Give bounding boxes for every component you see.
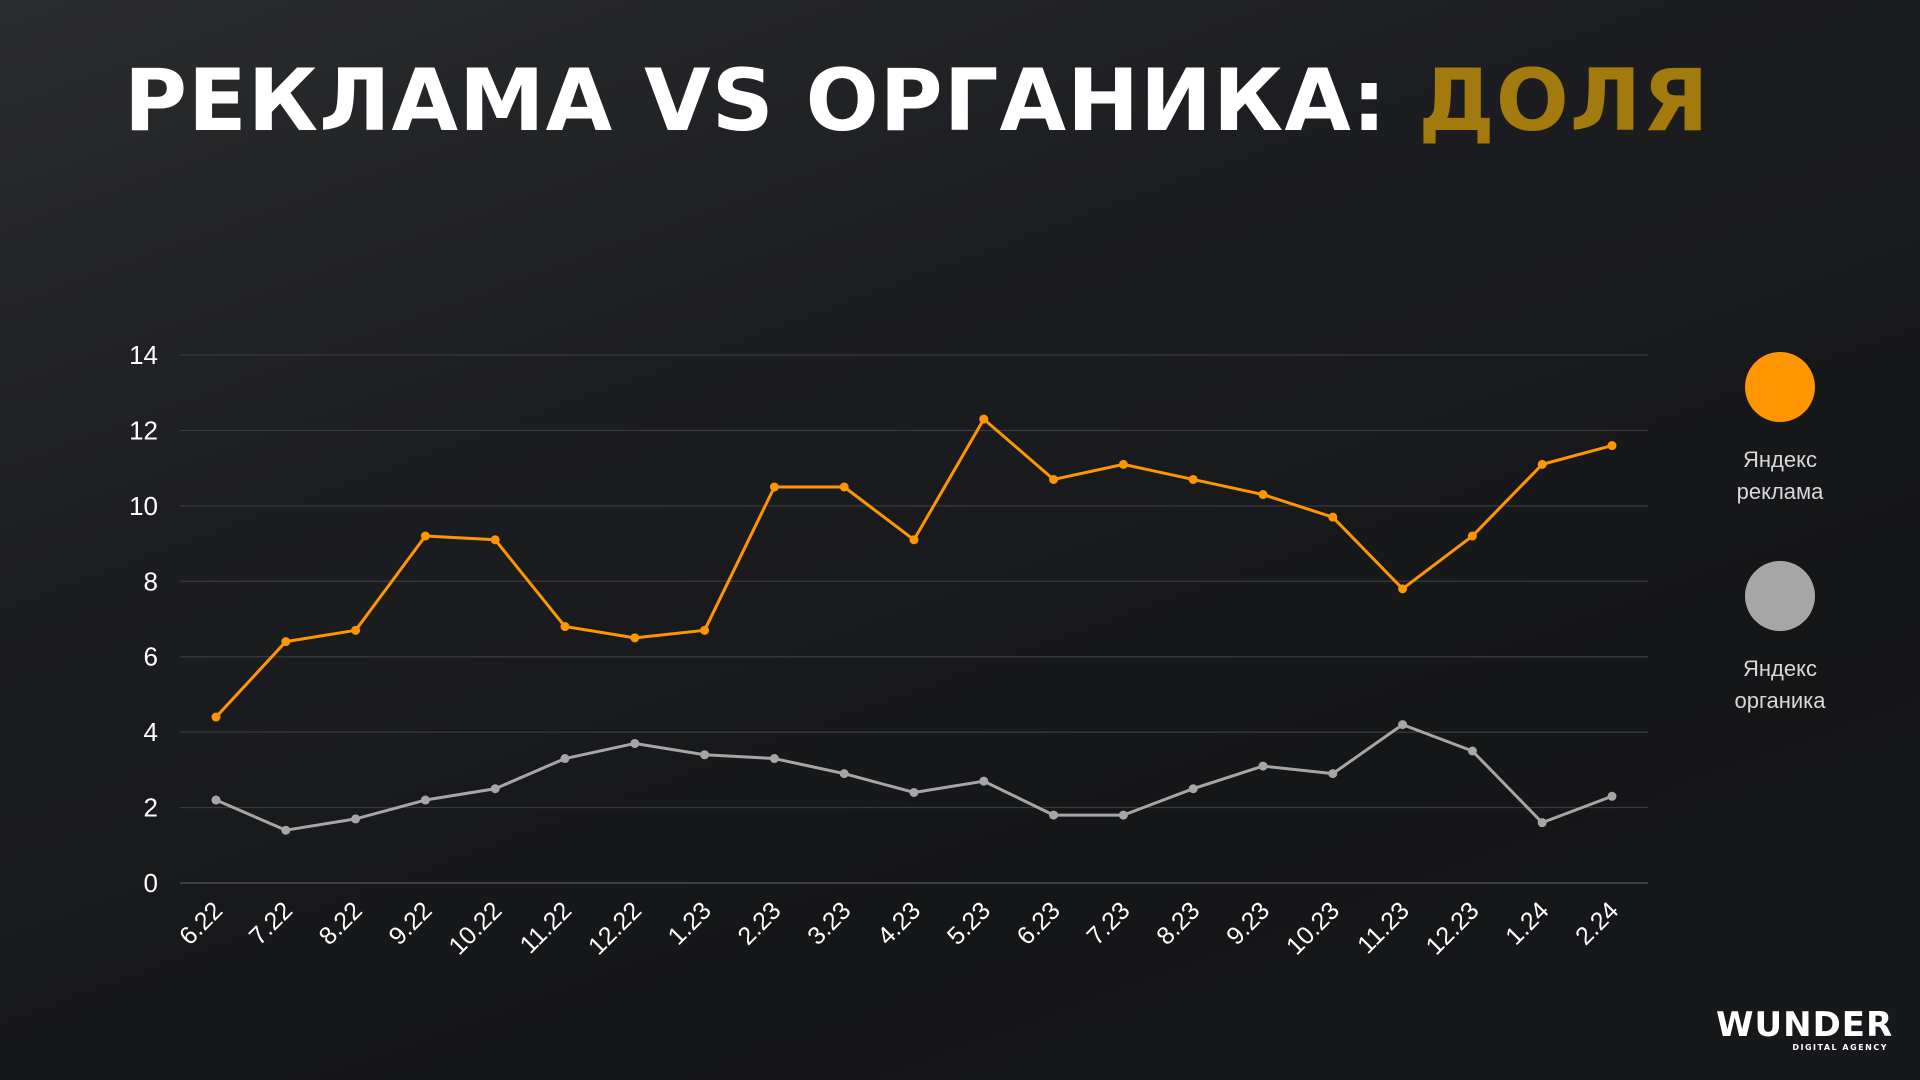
- data-point-organic: [1118, 810, 1128, 820]
- data-point-ads: [1188, 474, 1198, 484]
- x-tick-label: 7.22: [244, 896, 298, 950]
- data-point-organic: [420, 795, 430, 805]
- x-tick-label: 6.22: [174, 896, 228, 950]
- x-tick-label: 3.23: [802, 896, 856, 950]
- x-tick-label: 5.23: [942, 896, 996, 950]
- data-point-ads: [560, 622, 570, 632]
- y-tick-label: 4: [144, 717, 158, 747]
- x-tick-label: 9.22: [383, 896, 437, 950]
- x-tick-label: 10.22: [443, 896, 507, 960]
- data-point-ads: [1049, 474, 1059, 484]
- data-point-organic: [1258, 761, 1268, 771]
- data-point-ads: [1398, 584, 1408, 594]
- data-point-ads: [281, 637, 291, 647]
- legend-label-organic: Яндекс органика: [1734, 656, 1826, 713]
- series-line-ads: [214, 417, 1614, 719]
- data-point-organic: [1188, 784, 1198, 794]
- title-main: РЕКЛАМА VS ОРГАНИКА:: [124, 51, 1419, 151]
- logo-wordmark: WUNDER: [1716, 1005, 1894, 1045]
- legend-item-ads: Яндекс реклама: [1700, 352, 1860, 508]
- data-point-organic: [769, 754, 779, 764]
- data-point-organic: [1607, 791, 1617, 801]
- x-tick-label: 4.23: [872, 896, 926, 950]
- x-tick-label: 11.23: [1352, 896, 1415, 959]
- data-point-organic: [630, 738, 640, 748]
- data-point-ads: [909, 535, 919, 545]
- data-point-organic: [1537, 818, 1547, 828]
- data-point-organic: [1328, 769, 1338, 779]
- x-tick-label: 1.24: [1500, 896, 1554, 950]
- x-tick-label: 11.22: [515, 896, 578, 959]
- data-point-ads: [979, 414, 989, 424]
- data-point-organic: [839, 769, 849, 779]
- x-tick-label: 2.24: [1570, 896, 1624, 950]
- data-point-ads: [700, 625, 710, 635]
- y-tick-label: 10: [129, 491, 158, 521]
- y-tick-label: 8: [144, 566, 158, 596]
- data-point-organic: [1049, 810, 1059, 820]
- y-tick-label: 14: [129, 340, 158, 370]
- data-point-ads: [839, 482, 849, 492]
- data-point-organic: [351, 814, 361, 824]
- x-tick-label: 8.23: [1151, 896, 1205, 950]
- title-accent: ДОЛЯ: [1418, 51, 1710, 151]
- data-point-organic: [560, 754, 570, 764]
- data-point-ads: [1258, 490, 1268, 500]
- x-tick-label: 9.23: [1221, 896, 1275, 950]
- y-tick-label: 6: [144, 642, 158, 672]
- data-point-ads: [1607, 441, 1617, 451]
- y-tick-label: 12: [129, 415, 158, 445]
- x-tick-label: 10.23: [1281, 896, 1345, 960]
- x-tick-label: 2.23: [732, 896, 786, 950]
- x-tick-label: 6.23: [1012, 896, 1066, 950]
- data-point-ads: [769, 482, 779, 492]
- y-tick-label: 2: [144, 793, 158, 823]
- legend-dot-ads: [1745, 352, 1815, 422]
- x-tick-label: 12.23: [1421, 896, 1485, 960]
- data-point-ads: [490, 535, 500, 545]
- legend-label-ads: Яндекс реклама: [1736, 447, 1824, 504]
- data-point-organic: [281, 825, 291, 835]
- legend-item-organic: Яндекс органика: [1700, 561, 1860, 717]
- data-point-organic: [211, 795, 221, 805]
- data-point-organic: [700, 750, 710, 760]
- data-point-ads: [351, 625, 361, 635]
- data-point-ads: [1467, 531, 1477, 541]
- data-point-ads: [420, 531, 430, 541]
- data-point-organic: [979, 776, 989, 786]
- data-point-ads: [1537, 459, 1547, 469]
- data-point-ads: [1118, 459, 1128, 469]
- x-tick-label: 1.23: [663, 896, 717, 950]
- page-title: РЕКЛАМА VS ОРГАНИКА: ДОЛЯ: [124, 46, 1710, 156]
- data-point-organic: [1467, 746, 1477, 756]
- series-line-organic: [214, 723, 1614, 832]
- x-tick-label: 12.22: [583, 896, 647, 960]
- logo-tagline: DIGITAL AGENCY: [1792, 1043, 1888, 1052]
- data-point-ads: [630, 633, 640, 643]
- data-point-organic: [490, 784, 500, 794]
- data-point-organic: [1398, 720, 1408, 730]
- agency-logo: WUNDER DIGITAL AGENCY: [1716, 1005, 1894, 1052]
- data-point-ads: [211, 712, 221, 722]
- x-tick-label: 7.23: [1081, 896, 1135, 950]
- x-tick-label: 8.22: [314, 896, 368, 950]
- legend-dot-organic: [1745, 561, 1815, 631]
- data-point-organic: [909, 787, 919, 797]
- data-point-ads: [1328, 512, 1338, 522]
- y-tick-label: 0: [144, 868, 158, 898]
